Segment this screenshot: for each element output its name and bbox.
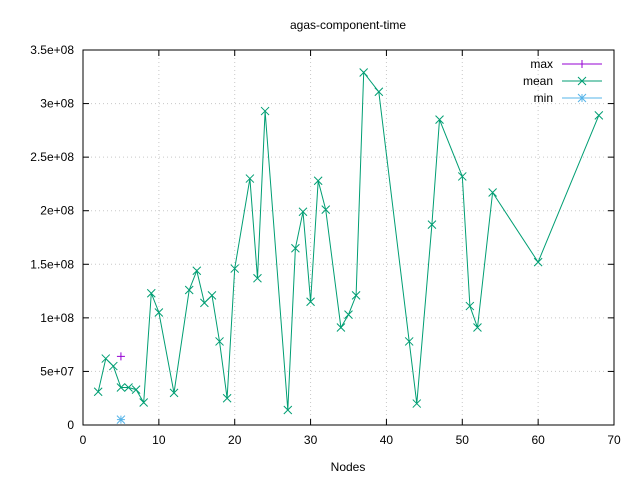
- y-tick-label: 3e+08: [40, 97, 74, 111]
- x-tick-label: 50: [456, 433, 470, 447]
- legend-label-min: min: [534, 91, 553, 105]
- y-tick-label: 3.5e+08: [30, 43, 74, 57]
- legend-label-mean: mean: [523, 74, 553, 88]
- data-point-mean: [154, 308, 164, 317]
- data-point-mean: [321, 205, 331, 214]
- chart-title: agas-component-time: [290, 18, 406, 32]
- data-point-mean: [253, 273, 262, 283]
- data-point-mean: [359, 68, 369, 77]
- axis-ticks: 0 5e+07 1e+08 1.5e+08 2e+08 2.5e+08 3e+08 3.5e+…: [30, 43, 621, 447]
- data-point-mean: [192, 266, 202, 276]
- data-point-mean: [291, 243, 300, 253]
- data-point-mean: [306, 297, 315, 307]
- data-point-mean: [488, 188, 497, 197]
- data-point-mean: [594, 111, 604, 120]
- series-max: [116, 352, 125, 361]
- x-tick-label: 40: [380, 433, 394, 447]
- data-point-mean: [344, 310, 353, 319]
- x-tick-label: 10: [152, 433, 166, 447]
- y-tick-label: 5e+07: [40, 364, 74, 378]
- data-point-mean: [336, 323, 346, 332]
- data-point-mean: [93, 387, 103, 397]
- data-point-mean: [412, 399, 422, 408]
- y-tick-label: 1.5e+08: [30, 257, 74, 271]
- legend: max mean min: [523, 57, 602, 105]
- legend-marker-max: [578, 60, 586, 68]
- data-point-mean: [473, 323, 482, 332]
- data-point-mean: [131, 385, 141, 394]
- y-tick-label: 1e+08: [40, 311, 74, 325]
- x-axis-label: Nodes: [331, 460, 366, 474]
- x-tick-label: 60: [531, 433, 545, 447]
- data-point-mean: [222, 393, 232, 403]
- data-point-mean: [465, 301, 475, 311]
- data-point-mean: [184, 285, 194, 295]
- data-point-mean: [146, 288, 156, 298]
- data-point-mean: [374, 87, 384, 97]
- series-mean: [93, 68, 604, 415]
- data-point-mean: [230, 264, 240, 273]
- grid-lines: [83, 50, 614, 425]
- y-tick-label: 2.5e+08: [30, 150, 74, 164]
- data-point-mean: [457, 172, 467, 181]
- data-point-mean: [116, 383, 126, 392]
- plot-frame: [82, 49, 615, 426]
- legend-marker-mean: [577, 76, 587, 86]
- data-point-mean: [404, 337, 414, 346]
- data-point-mean: [435, 115, 444, 124]
- data-point-mean: [215, 337, 224, 346]
- data-point-mean: [124, 383, 133, 392]
- data-point-mean: [427, 220, 437, 229]
- data-point-min: [116, 415, 126, 424]
- data-point-mean: [169, 388, 179, 398]
- y-tick-label: 0: [67, 418, 74, 432]
- data-point-mean: [207, 291, 217, 300]
- data-point-mean: [108, 361, 118, 371]
- data-point-mean: [298, 207, 308, 217]
- data-point-mean: [283, 405, 293, 415]
- data-point-mean: [139, 398, 149, 407]
- data-point-mean: [245, 174, 255, 183]
- legend-marker-min: [577, 93, 587, 103]
- y-tick-label: 2e+08: [40, 204, 74, 218]
- x-tick-label: 20: [228, 433, 242, 447]
- data-point-mean: [533, 257, 543, 267]
- legend-label-max: max: [530, 57, 553, 71]
- x-tick-label: 30: [304, 433, 318, 447]
- x-tick-label: 0: [80, 433, 87, 447]
- data-point-mean: [260, 106, 270, 116]
- data-series: [93, 68, 604, 424]
- data-point-max: [116, 352, 125, 361]
- x-tick-label: 70: [607, 433, 621, 447]
- data-point-mean: [313, 176, 323, 186]
- data-point-mean: [200, 298, 209, 308]
- series-min: [116, 415, 126, 424]
- data-point-mean: [351, 291, 361, 300]
- data-point-mean: [101, 354, 111, 363]
